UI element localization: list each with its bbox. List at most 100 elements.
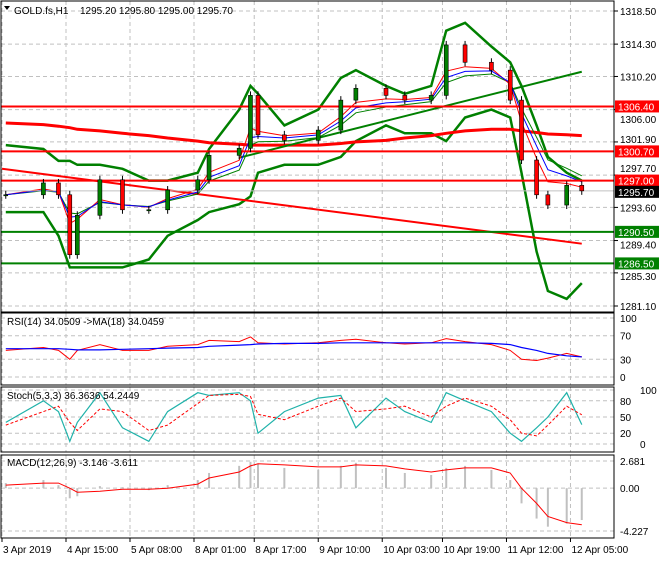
price-tick-label: 1301.90 <box>620 135 657 146</box>
candle <box>67 194 73 256</box>
stoch-tick-label: 20 <box>620 429 632 440</box>
current-price-tag <box>615 185 659 198</box>
level-price-tag <box>615 145 659 158</box>
symbol-label: GOLD.fs,H1 <box>14 6 69 17</box>
rsi-tick-label: 30 <box>620 355 632 366</box>
candle <box>56 182 61 196</box>
candle <box>255 95 261 136</box>
price-tick-label: 1306.00 <box>620 115 657 126</box>
candle <box>120 179 125 211</box>
candle <box>383 87 389 96</box>
candle <box>236 147 242 156</box>
stoch-main-line <box>5 391 583 443</box>
candle <box>165 189 170 211</box>
candle <box>41 182 46 196</box>
candle <box>443 44 449 96</box>
time-tick-label: 8 Apr 01:00 <box>195 545 247 556</box>
candle <box>564 185 570 206</box>
macd-tick-label: -4.227 <box>620 527 649 538</box>
trendline <box>238 70 583 159</box>
price-pane[interactable] <box>1 21 614 301</box>
macd-pane[interactable] <box>4 461 583 527</box>
candle <box>74 214 80 256</box>
level-price-tag <box>615 100 659 113</box>
level-price-tag <box>615 174 659 187</box>
rsi-tick-label: 100 <box>620 314 637 325</box>
bollinger-upper-band <box>5 21 583 182</box>
dropdown-triangle-icon[interactable] <box>4 6 10 10</box>
stochastic-pane[interactable] <box>5 391 583 443</box>
time-tick-label: 12 Apr 05:00 <box>571 545 628 556</box>
candle <box>545 194 551 206</box>
stoch-tick-label: 50 <box>620 413 632 424</box>
time-tick-label: 10 Apr 19:00 <box>443 545 500 556</box>
stoch-tick-label: 100 <box>640 386 657 397</box>
candle <box>248 95 253 149</box>
level-price-tag <box>615 257 659 270</box>
level-price-label: 1300.70 <box>618 147 655 158</box>
candle <box>315 129 321 141</box>
time-tick-label: 8 Apr 17:00 <box>255 545 307 556</box>
time-tick-label: 3 Apr 2019 <box>3 545 52 556</box>
price-tick-label: 1289.40 <box>620 240 657 251</box>
rsi-tick-label: 0 <box>620 373 626 384</box>
macd-tick-label: 0.00 <box>620 484 640 495</box>
candle <box>489 61 494 71</box>
stoch-signal-line <box>5 393 583 437</box>
price-tick-label: 1314.30 <box>620 40 657 51</box>
candle <box>97 179 103 216</box>
pane-frame <box>0 312 615 386</box>
time-tick-label: 4 Apr 15:00 <box>67 545 119 556</box>
candle <box>462 44 468 63</box>
rsi-pane[interactable] <box>5 336 582 362</box>
level-price-label: 1306.40 <box>618 102 655 113</box>
chart-header: GOLD.fs,H1 1295.20 1295.80 1295.00 1295.… <box>4 6 233 17</box>
candle <box>338 99 344 131</box>
candle <box>282 134 287 141</box>
stoch-label: Stoch(5,3,3) 36.3636 54.2449 <box>7 391 140 402</box>
stoch-tick-label: 0 <box>640 440 646 451</box>
rsi-ma-line <box>5 342 582 358</box>
rsi-tick-label: 70 <box>620 332 632 343</box>
level-price-label: 1297.00 <box>618 177 655 188</box>
pane-frame <box>0 0 615 313</box>
price-tick-label: 1281.10 <box>620 302 657 313</box>
stoch-tick-label: 80 <box>620 397 632 408</box>
ohlc-values: 1295.20 1295.80 1295.00 1295.70 <box>80 6 233 17</box>
macd-label: MACD(12,26,9) -3.146 -3.611 <box>7 458 138 469</box>
pane-frame <box>0 454 615 539</box>
slow-moving-average <box>5 121 582 147</box>
level-price-label: 1290.50 <box>618 228 655 239</box>
macd-tick-label: 2.681 <box>620 457 645 468</box>
candle <box>3 194 9 197</box>
price-tick-label: 1318.50 <box>620 7 657 18</box>
candle <box>428 95 434 101</box>
pane-frame <box>0 386 615 453</box>
candle <box>507 69 513 101</box>
macd-signal-line <box>5 463 582 526</box>
time-tick-label: 11 Apr 12:00 <box>507 545 563 556</box>
price-tick-label: 1297.70 <box>620 164 657 175</box>
bollinger-lower-band <box>5 108 583 301</box>
candle <box>353 87 359 101</box>
price-tick-label: 1310.20 <box>620 72 657 83</box>
time-tick-label: 9 Apr 10:00 <box>319 545 371 556</box>
candle <box>146 209 152 212</box>
candle <box>195 179 201 191</box>
time-tick-label: 5 Apr 08:00 <box>131 545 183 556</box>
candle <box>534 159 539 196</box>
level-price-label: 1286.50 <box>618 259 655 270</box>
rsi-label: RSI(14) 34.0509 ->MA(18) 34.0459 <box>7 317 164 328</box>
candle <box>519 99 524 161</box>
current-price-label: 1295.70 <box>618 188 655 199</box>
candle <box>206 155 212 181</box>
time-tick-label: 10 Apr 03:00 <box>383 545 440 556</box>
candle <box>402 95 408 101</box>
level-price-tag <box>615 225 659 238</box>
rsi-line <box>5 336 582 362</box>
price-tick-label: 1293.60 <box>620 203 657 214</box>
price-tick-label: 1285.30 <box>620 272 657 283</box>
candle <box>579 185 585 192</box>
